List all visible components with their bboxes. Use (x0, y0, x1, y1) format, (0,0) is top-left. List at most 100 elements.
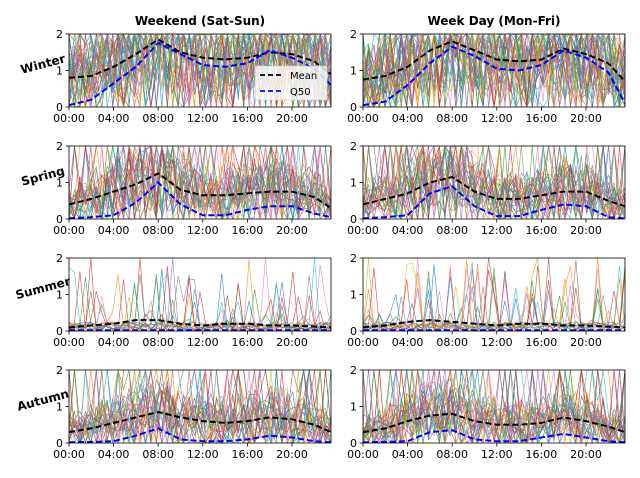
trace-line (363, 34, 625, 107)
legend-q50-label: Q50 (290, 87, 311, 98)
x-tick-label: 16:00 (232, 112, 264, 125)
q50-series-line (69, 427, 331, 443)
y-tick-label: 2 (56, 252, 63, 265)
x-tick-label: 16:00 (526, 336, 558, 349)
trace-line (363, 34, 625, 107)
panel-winter-weekday: 00:00 04:00 08:00 12:00 16:00 20:00 0 1 2 (347, 28, 626, 125)
panel-autumn-weekend: 00:00 04:00 08:00 12:00 16:00 20:00 0 1 2 (53, 364, 332, 461)
trace-line (69, 34, 331, 107)
trace-line (69, 370, 331, 443)
y-tick-label: 0 (56, 101, 63, 114)
x-tick-label: 04:00 (98, 224, 130, 237)
x-tick-label: 16:00 (526, 224, 558, 237)
x-tick-label: 00:00 (53, 448, 85, 461)
x-tick-label: 16:00 (526, 112, 558, 125)
y-tick-label: 1 (350, 401, 357, 414)
panel-summer-weekday: 00:00 04:00 08:00 12:00 16:00 20:00 0 1 2 (347, 252, 626, 349)
x-tick-label: 04:00 (392, 224, 424, 237)
column-title-weekday: Week Day (Mon-Fri) (427, 14, 560, 28)
trace-line (69, 34, 331, 107)
x-tick-label: 20:00 (570, 112, 602, 125)
trace-line (69, 146, 331, 219)
x-tick-label: 12:00 (481, 448, 513, 461)
x-tick-label: 12:00 (481, 112, 513, 125)
y-tick-label: 1 (56, 65, 63, 78)
y-tick-label: 1 (56, 177, 63, 190)
trace-line (363, 34, 625, 107)
trace-line (363, 146, 625, 219)
y-tick-label: 2 (350, 252, 357, 265)
y-tick-label: 0 (56, 437, 63, 450)
trace-line (69, 146, 331, 219)
trace-line (363, 34, 625, 107)
mean-series-line (363, 40, 625, 83)
trace-line (363, 370, 625, 443)
y-tick-label: 0 (350, 213, 357, 226)
x-tick-label: 08:00 (436, 336, 468, 349)
y-tick-label: 2 (56, 28, 63, 41)
trace-line (69, 34, 331, 107)
y-tick-label: 0 (350, 101, 357, 114)
trace-line (69, 146, 331, 219)
trace-line (363, 146, 625, 219)
x-tick-label: 12:00 (481, 224, 513, 237)
x-tick-label: 20:00 (570, 224, 602, 237)
y-tick-label: 0 (56, 325, 63, 338)
x-tick-label: 20:00 (570, 336, 602, 349)
x-tick-label: 00:00 (347, 336, 379, 349)
y-tick-label: 2 (350, 140, 357, 153)
trace-line (363, 34, 625, 107)
column-title-weekend: Weekend (Sat-Sun) (135, 14, 265, 28)
q50-series-line (69, 181, 331, 219)
trace-line (363, 34, 625, 107)
x-tick-label: 08:00 (436, 112, 468, 125)
x-tick-label: 20:00 (276, 336, 308, 349)
trace-line (69, 34, 331, 107)
trace-line (363, 370, 625, 443)
y-tick-label: 1 (350, 177, 357, 190)
trace-line (69, 146, 331, 219)
x-tick-label: 04:00 (98, 336, 130, 349)
x-tick-label: 00:00 (53, 336, 85, 349)
x-tick-label: 04:00 (392, 112, 424, 125)
x-tick-label: 08:00 (142, 336, 174, 349)
x-tick-label: 00:00 (347, 224, 379, 237)
trace-line (69, 146, 331, 219)
trace-line (363, 146, 625, 219)
mean-series-line (69, 172, 331, 209)
trace-line (69, 34, 331, 107)
x-tick-label: 08:00 (142, 224, 174, 237)
x-tick-label: 12:00 (187, 336, 219, 349)
x-tick-label: 12:00 (187, 224, 219, 237)
trace-line (363, 370, 625, 443)
x-tick-label: 04:00 (392, 448, 424, 461)
q50-series-line (363, 45, 625, 107)
x-tick-label: 00:00 (53, 224, 85, 237)
trace-line (69, 34, 331, 107)
x-tick-label: 04:00 (98, 112, 130, 125)
trace-line (363, 370, 625, 443)
trace-line (69, 34, 331, 107)
y-tick-label: 2 (350, 28, 357, 41)
x-tick-label: 08:00 (436, 448, 468, 461)
trace-line (363, 146, 625, 219)
trace-line (363, 34, 625, 107)
x-tick-label: 12:00 (187, 448, 219, 461)
trace-line (363, 146, 625, 219)
trace-line (363, 146, 625, 219)
trace-line (69, 370, 331, 443)
trace-line (363, 34, 625, 107)
trace-line (69, 34, 331, 107)
trace-line (363, 370, 625, 443)
trace-line (363, 34, 625, 107)
trace-line (363, 258, 625, 331)
mean-series-line (363, 175, 625, 208)
mean-series-line (69, 410, 331, 434)
panel-spring-weekend: 00:00 04:00 08:00 12:00 16:00 20:00 0 1 2 (53, 140, 332, 237)
panel-winter-weekend: 00:00 04:00 08:00 12:00 16:00 20:00 0 1 2 (53, 28, 332, 125)
trace-line (363, 270, 625, 331)
mean-series-line (69, 38, 331, 79)
trace-line (363, 34, 625, 107)
trace-line (69, 370, 331, 443)
